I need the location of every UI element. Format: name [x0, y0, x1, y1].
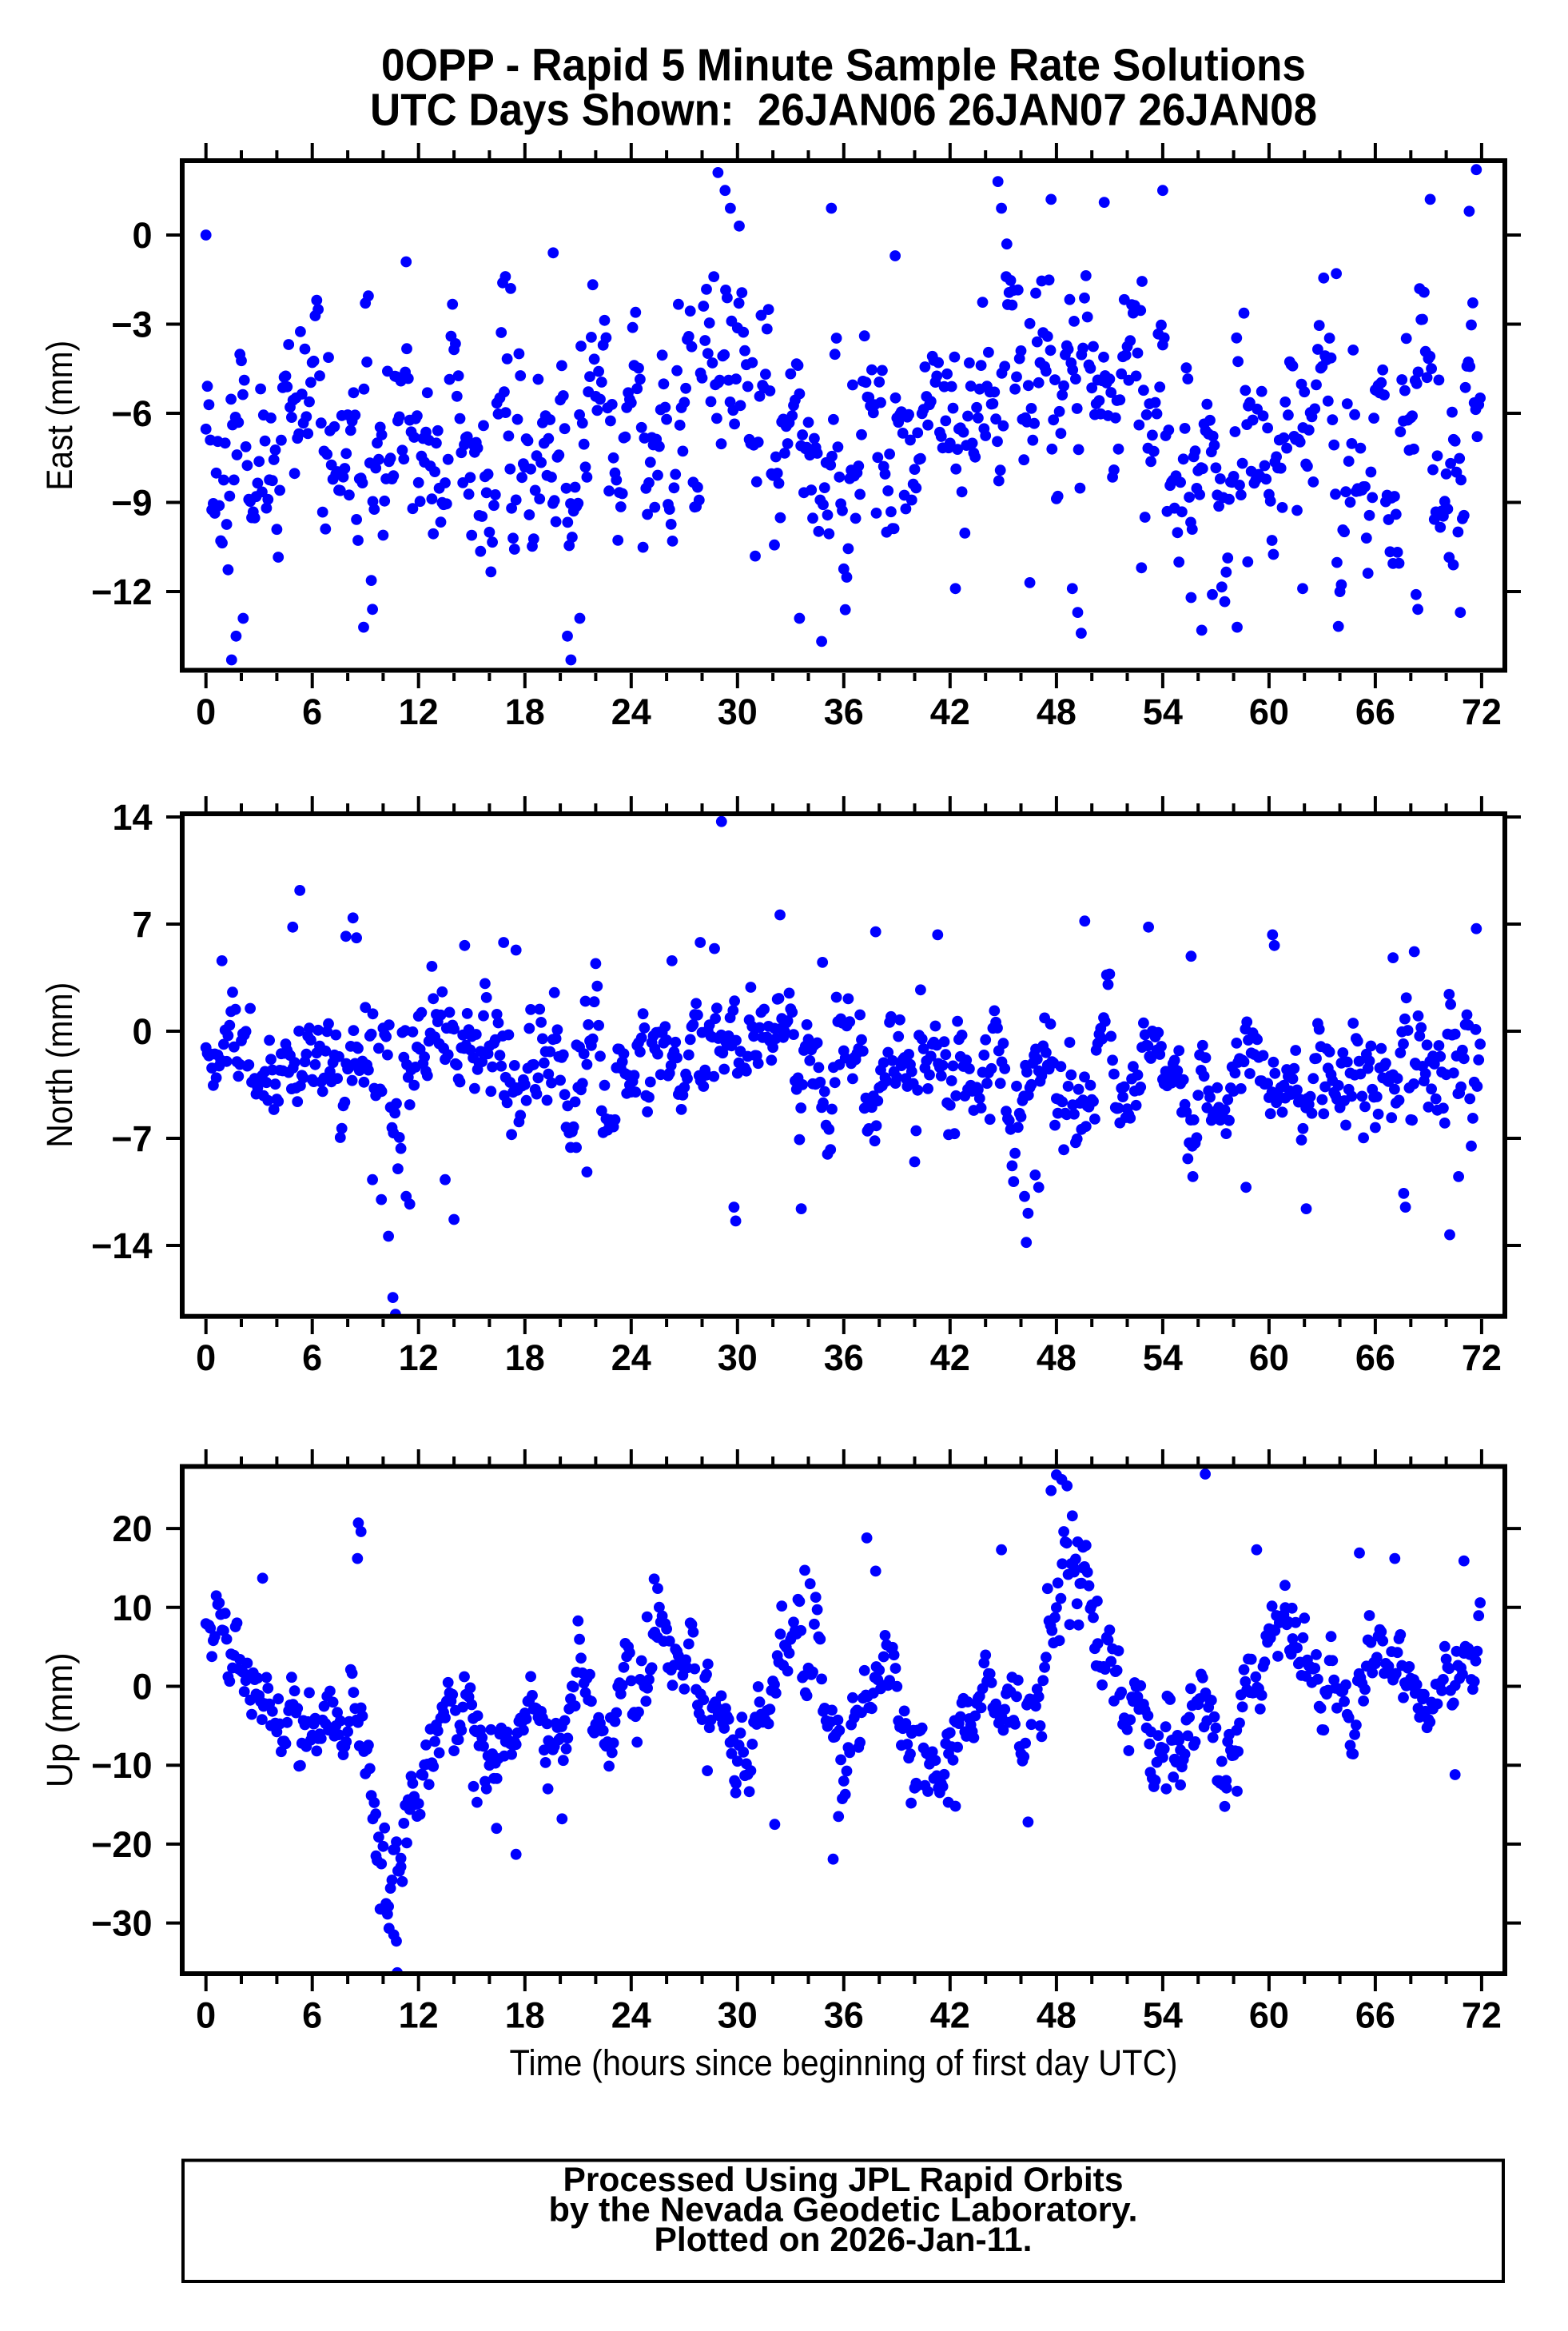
svg-text:18: 18 [505, 691, 545, 732]
svg-text:−12: −12 [91, 572, 152, 612]
svg-text:East (mm): East (mm) [39, 341, 80, 491]
svg-text:24: 24 [611, 1995, 651, 2036]
svg-text:6: 6 [302, 691, 322, 732]
svg-text:−7: −7 [111, 1118, 152, 1159]
svg-text:14: 14 [112, 797, 152, 838]
svg-text:−20: −20 [91, 1824, 152, 1865]
svg-text:66: 66 [1355, 691, 1395, 732]
svg-text:20: 20 [112, 1508, 152, 1549]
svg-text:−3: −3 [111, 305, 152, 345]
svg-text:−9: −9 [111, 483, 152, 524]
svg-text:0: 0 [132, 215, 152, 256]
svg-text:42: 42 [930, 691, 970, 732]
svg-text:6: 6 [302, 1995, 322, 2036]
svg-text:6: 6 [302, 1337, 322, 1378]
svg-text:36: 36 [824, 1337, 864, 1378]
svg-text:36: 36 [824, 1995, 864, 2036]
svg-text:30: 30 [718, 1995, 758, 2036]
svg-text:by the Nevada Geodetic Laborat: by the Nevada Geodetic Laboratory. [549, 2191, 1138, 2229]
svg-text:30: 30 [718, 1337, 758, 1378]
svg-text:−6: −6 [111, 393, 152, 434]
svg-text:0: 0 [132, 1011, 152, 1052]
svg-text:−30: −30 [91, 1903, 152, 1944]
svg-text:36: 36 [824, 691, 864, 732]
svg-text:10: 10 [112, 1588, 152, 1628]
svg-text:12: 12 [399, 1337, 439, 1378]
svg-text:24: 24 [611, 691, 651, 732]
svg-text:Plotted on 2026-Jan-11.: Plotted on 2026-Jan-11. [655, 2221, 1033, 2259]
svg-text:18: 18 [505, 1995, 545, 2036]
svg-text:72: 72 [1462, 1337, 1502, 1378]
svg-text:0: 0 [196, 1995, 216, 2036]
svg-text:54: 54 [1143, 1995, 1183, 2036]
svg-text:60: 60 [1249, 1337, 1289, 1378]
svg-text:Processed Using JPL Rapid Orbi: Processed Using JPL Rapid Orbits [563, 2161, 1124, 2199]
svg-text:12: 12 [399, 1995, 439, 2036]
svg-text:60: 60 [1249, 691, 1289, 732]
svg-text:0: 0 [132, 1667, 152, 1707]
svg-text:24: 24 [611, 1337, 651, 1378]
svg-text:UTC Days Shown: 26JAN06 26JAN: UTC Days Shown: 26JAN06 26JAN07 26JAN08 [370, 85, 1317, 136]
svg-text:Time (hours since beginning of: Time (hours since beginning of first day… [510, 2042, 1178, 2083]
svg-text:48: 48 [1037, 1995, 1077, 2036]
svg-text:54: 54 [1143, 1337, 1183, 1378]
svg-text:42: 42 [930, 1995, 970, 2036]
svg-text:7: 7 [132, 904, 152, 945]
svg-text:−14: −14 [91, 1225, 152, 1266]
svg-text:72: 72 [1462, 691, 1502, 732]
svg-text:60: 60 [1249, 1995, 1289, 2036]
svg-text:54: 54 [1143, 691, 1183, 732]
svg-text:48: 48 [1037, 691, 1077, 732]
svg-text:42: 42 [930, 1337, 970, 1378]
svg-text:0: 0 [196, 691, 216, 732]
svg-text:66: 66 [1355, 1337, 1395, 1378]
svg-text:North (mm): North (mm) [39, 982, 80, 1148]
svg-text:30: 30 [718, 691, 758, 732]
svg-text:Up (mm): Up (mm) [39, 1652, 80, 1787]
svg-text:48: 48 [1037, 1337, 1077, 1378]
svg-text:−10: −10 [91, 1745, 152, 1786]
svg-text:66: 66 [1355, 1995, 1395, 2036]
svg-text:12: 12 [399, 691, 439, 732]
svg-text:18: 18 [505, 1337, 545, 1378]
svg-text:0: 0 [196, 1337, 216, 1378]
svg-text:72: 72 [1462, 1995, 1502, 2036]
svg-text:0OPP - Rapid 5 Minute Sample R: 0OPP - Rapid 5 Minute Sample Rate Soluti… [381, 40, 1306, 91]
